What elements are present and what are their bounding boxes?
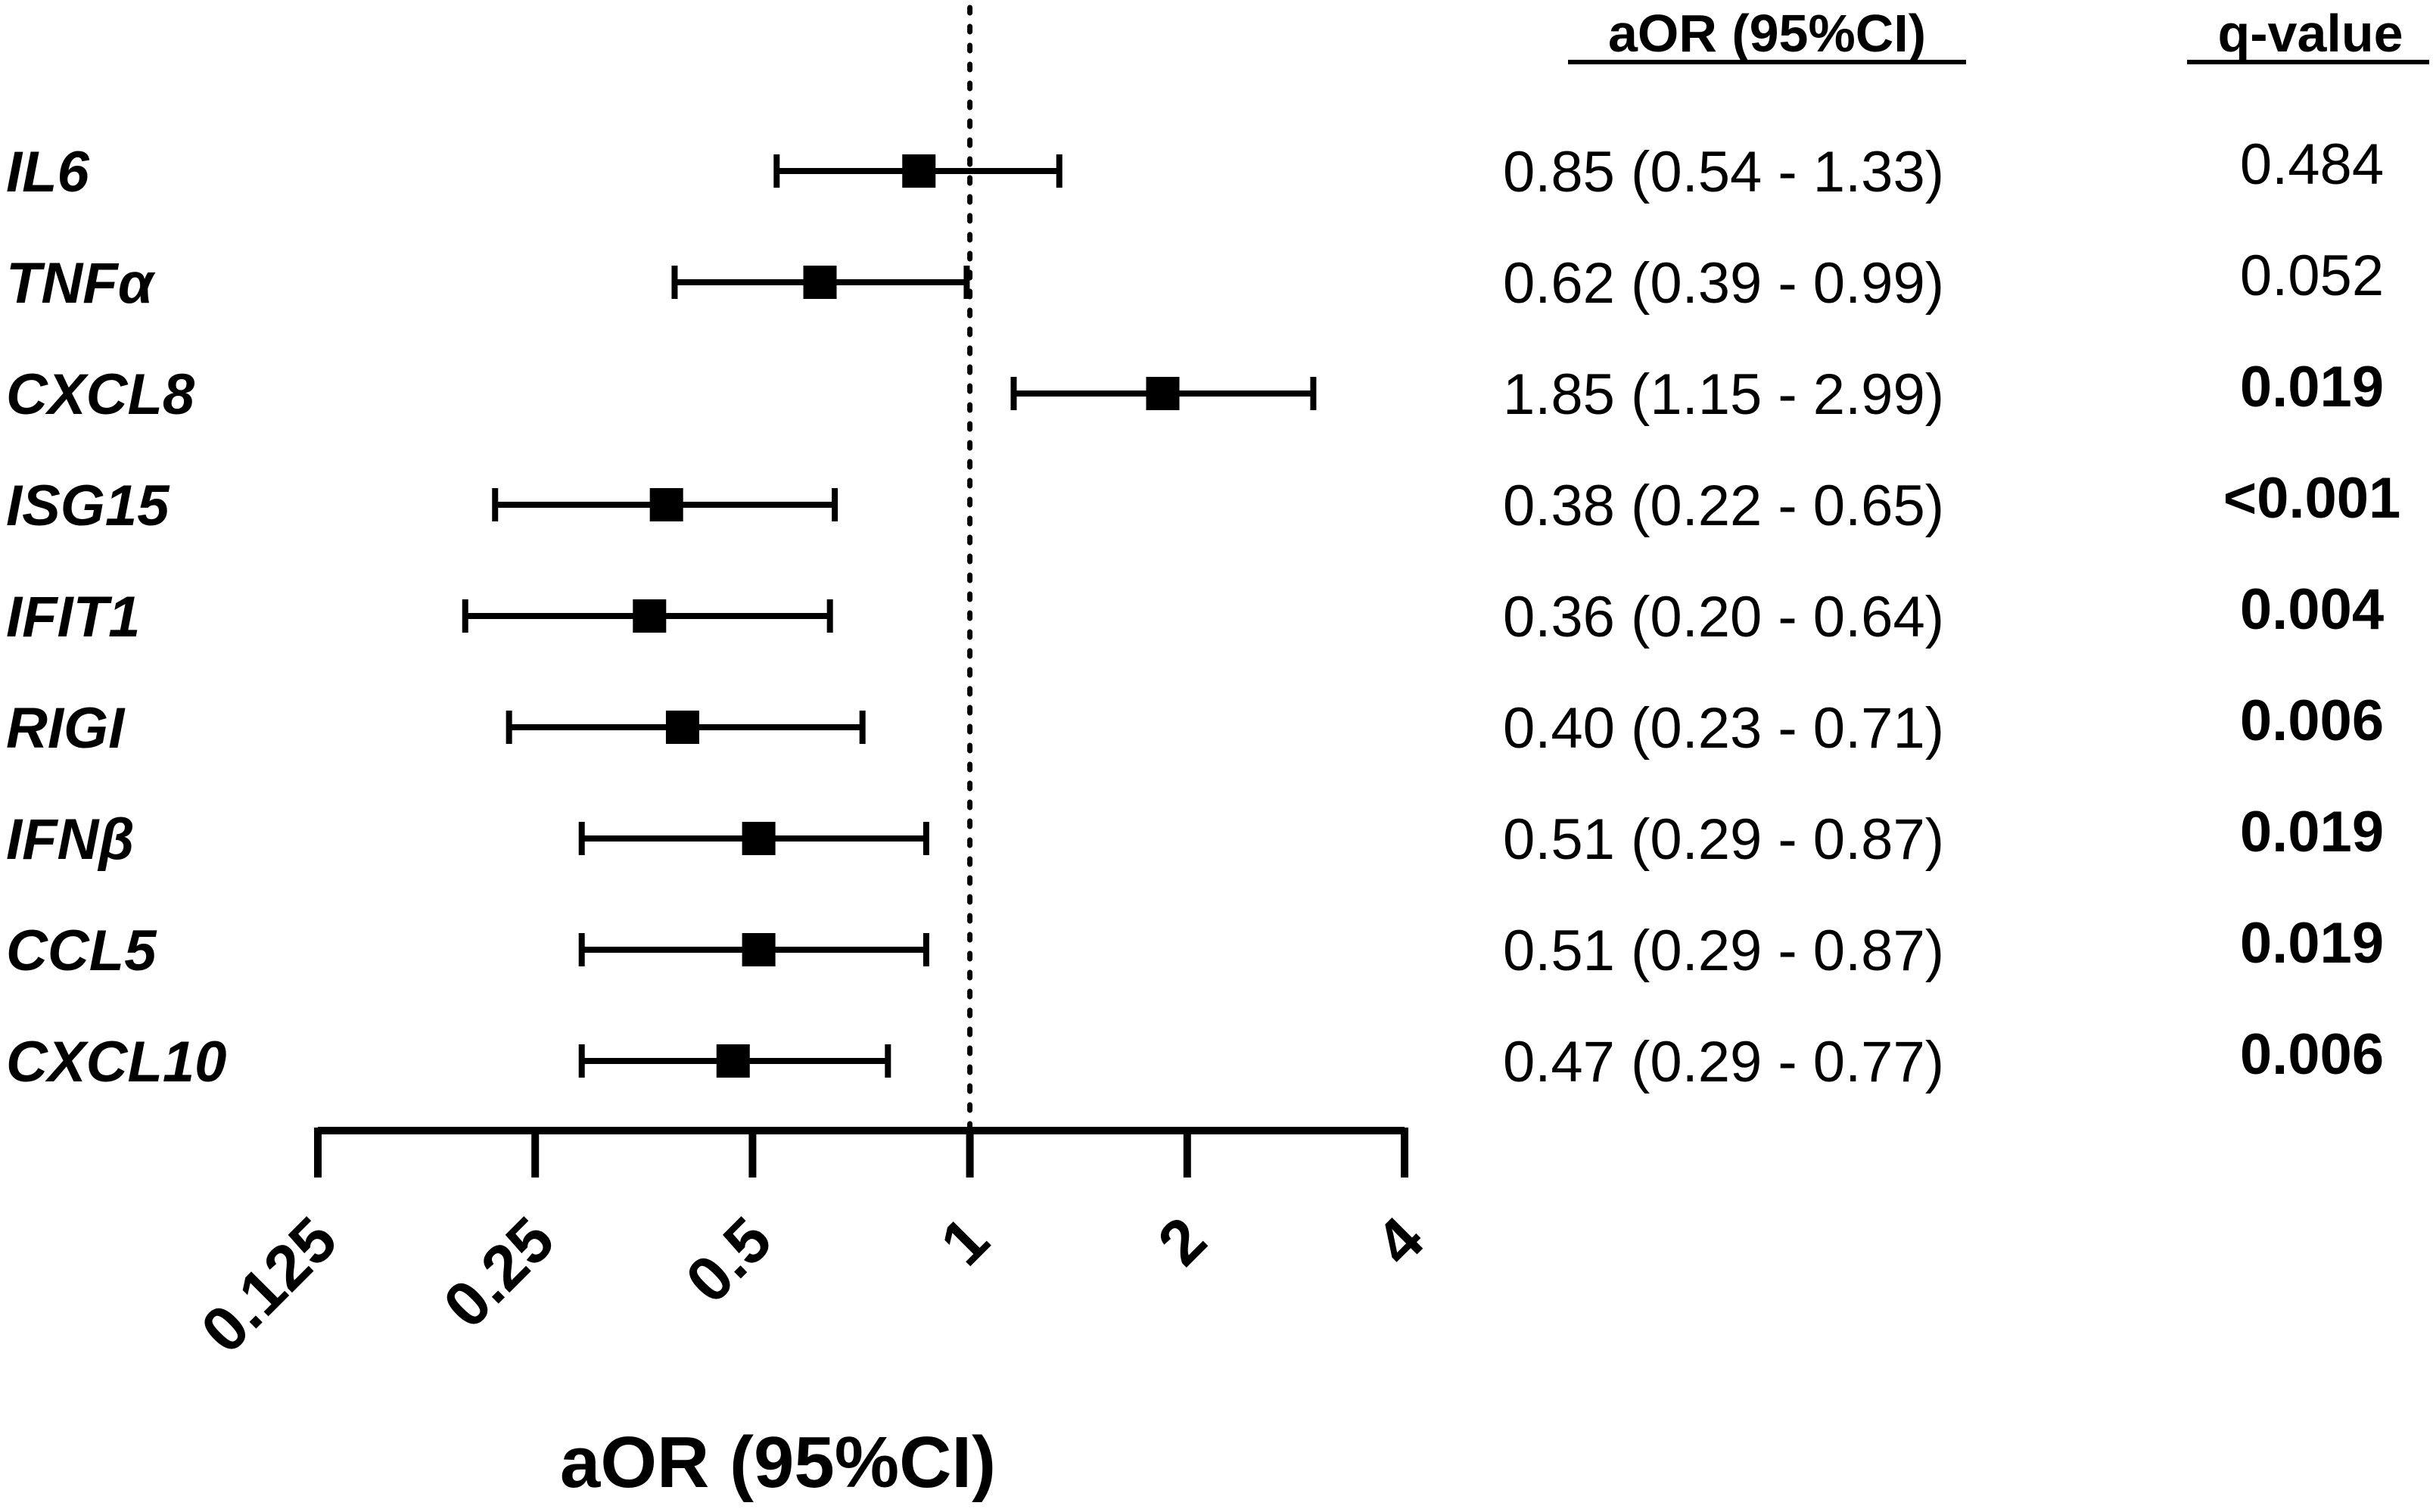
estimate-text: 0.36 (0.20 - 0.64) [1503, 585, 1944, 649]
estimate-text: 0.40 (0.23 - 0.71) [1503, 696, 1944, 761]
point-estimate-marker [649, 488, 683, 521]
estimate-text: 0.51 (0.29 - 0.87) [1503, 807, 1944, 872]
forest-row: TNFα 0.62 (0.39 - 0.99) 0.052 [6, 244, 2384, 316]
q-value-column-header: q-value [2217, 4, 2403, 63]
q-value-text: <0.001 [2223, 466, 2401, 530]
row-label: IFNβ [6, 807, 135, 872]
estimate-text: 0.47 (0.29 - 0.77) [1503, 1030, 1944, 1094]
point-estimate-marker [742, 822, 776, 855]
row-label: RIGI [6, 696, 126, 761]
point-estimate-marker [803, 266, 837, 299]
forest-row: CCL5 0.51 (0.29 - 0.87) 0.019 [6, 911, 2384, 983]
estimate-text: 0.62 (0.39 - 0.99) [1503, 251, 1944, 316]
forest-row: CXCL8 1.85 (1.15 - 2.99) 0.019 [6, 355, 2384, 427]
q-value-text: 0.019 [2240, 800, 2384, 864]
x-tick-label-0: 0.125 [188, 1203, 350, 1366]
estimate-text: 1.85 (1.15 - 2.99) [1503, 362, 1944, 427]
forest-row: IL6 0.85 (0.54 - 1.33) 0.484 [6, 132, 2384, 204]
row-label: CXCL8 [6, 362, 195, 427]
q-value-text: 0.019 [2240, 911, 2384, 975]
estimate-column-header: aOR (95%CI) [1608, 4, 1926, 63]
x-tick-label-3: 1 [927, 1203, 1003, 1279]
row-label: IL6 [6, 140, 90, 204]
q-value-text: 0.052 [2240, 244, 2384, 308]
estimate-text: 0.51 (0.29 - 0.87) [1503, 919, 1944, 983]
point-estimate-marker [902, 154, 936, 188]
x-tick-label-5: 4 [1361, 1203, 1437, 1279]
point-estimate-marker [665, 711, 699, 744]
q-value-text: 0.004 [2240, 577, 2384, 642]
x-tick-label-2: 0.5 [672, 1203, 785, 1316]
q-value-text: 0.006 [2240, 689, 2384, 753]
forest-row: IFIT1 0.36 (0.20 - 0.64) 0.004 [6, 577, 2384, 649]
estimate-text: 0.38 (0.22 - 0.65) [1503, 474, 1944, 538]
row-label: CXCL10 [6, 1030, 226, 1094]
q-value-text: 0.006 [2240, 1022, 2384, 1087]
q-value-text: 0.484 [2240, 132, 2384, 197]
forest-row: ISG15 0.38 (0.22 - 0.65) <0.001 [6, 466, 2400, 538]
x-tick-label-1: 0.25 [430, 1203, 568, 1341]
row-label: ISG15 [6, 474, 170, 538]
point-estimate-marker [633, 599, 667, 633]
row-label: CCL5 [6, 919, 157, 983]
forest-row: CXCL10 0.47 (0.29 - 0.77) 0.006 [6, 1022, 2384, 1094]
x-tick-label-4: 2 [1144, 1203, 1220, 1279]
point-estimate-marker [1146, 377, 1180, 410]
x-axis-label: aOR (95%CI) [560, 1422, 996, 1503]
forest-row: IFNβ 0.51 (0.29 - 0.87) 0.019 [6, 800, 2384, 872]
forest-row: RIGI 0.40 (0.23 - 0.71) 0.006 [6, 689, 2384, 761]
row-label: TNFα [6, 251, 156, 316]
point-estimate-marker [716, 1044, 750, 1078]
q-value-text: 0.019 [2240, 355, 2384, 419]
estimate-text: 0.85 (0.54 - 1.33) [1503, 140, 1944, 204]
row-label: IFIT1 [6, 585, 140, 649]
point-estimate-marker [742, 933, 776, 966]
